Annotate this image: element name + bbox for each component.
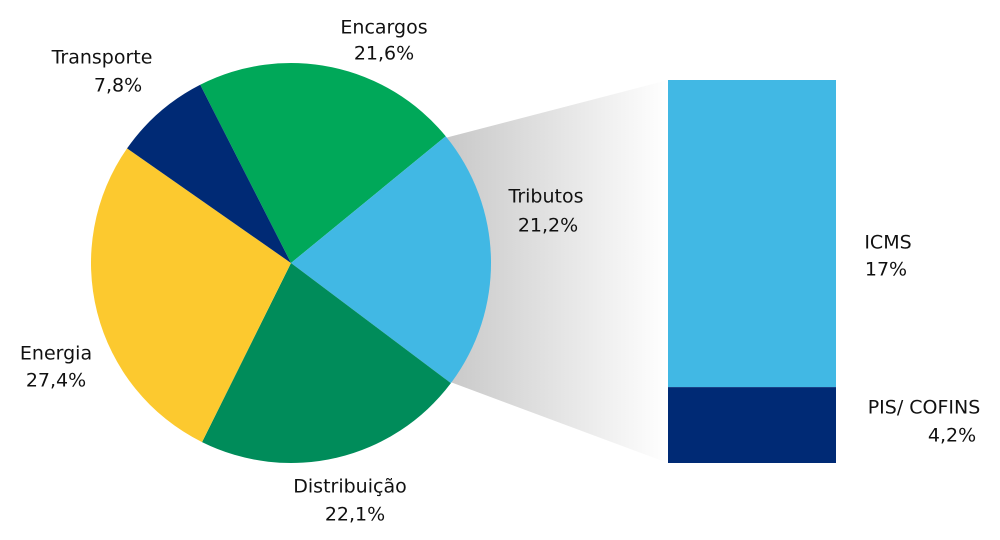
segment-value-label: 17% — [865, 259, 907, 281]
slice-label: Distribuição — [293, 476, 406, 498]
slice-value-label: 27,4% — [26, 370, 86, 392]
connector — [445, 80, 668, 463]
pie-slice — [91, 148, 292, 443]
pie-slice — [127, 84, 292, 263]
slice-label: Tributos — [508, 186, 584, 208]
pie-slice — [200, 63, 446, 264]
bar-segment — [668, 80, 836, 388]
segment-value-label: 4,2% — [928, 425, 976, 447]
pie-slice — [291, 136, 491, 384]
segment-label: PIS/ COFINS — [868, 397, 981, 419]
slice-value-label: 21,2% — [518, 215, 578, 237]
slice-value-label: 22,1% — [325, 504, 385, 526]
bar-segment — [668, 387, 836, 463]
segment-label: ICMS — [864, 232, 911, 254]
slice-label: Transporte — [51, 47, 153, 69]
slice-value-label: 21,6% — [354, 43, 414, 65]
slice-label: Encargos — [340, 17, 427, 39]
slice-value-label: 7,8% — [94, 75, 142, 97]
pie-slice — [202, 263, 451, 463]
slice-label: Energia — [20, 343, 92, 365]
